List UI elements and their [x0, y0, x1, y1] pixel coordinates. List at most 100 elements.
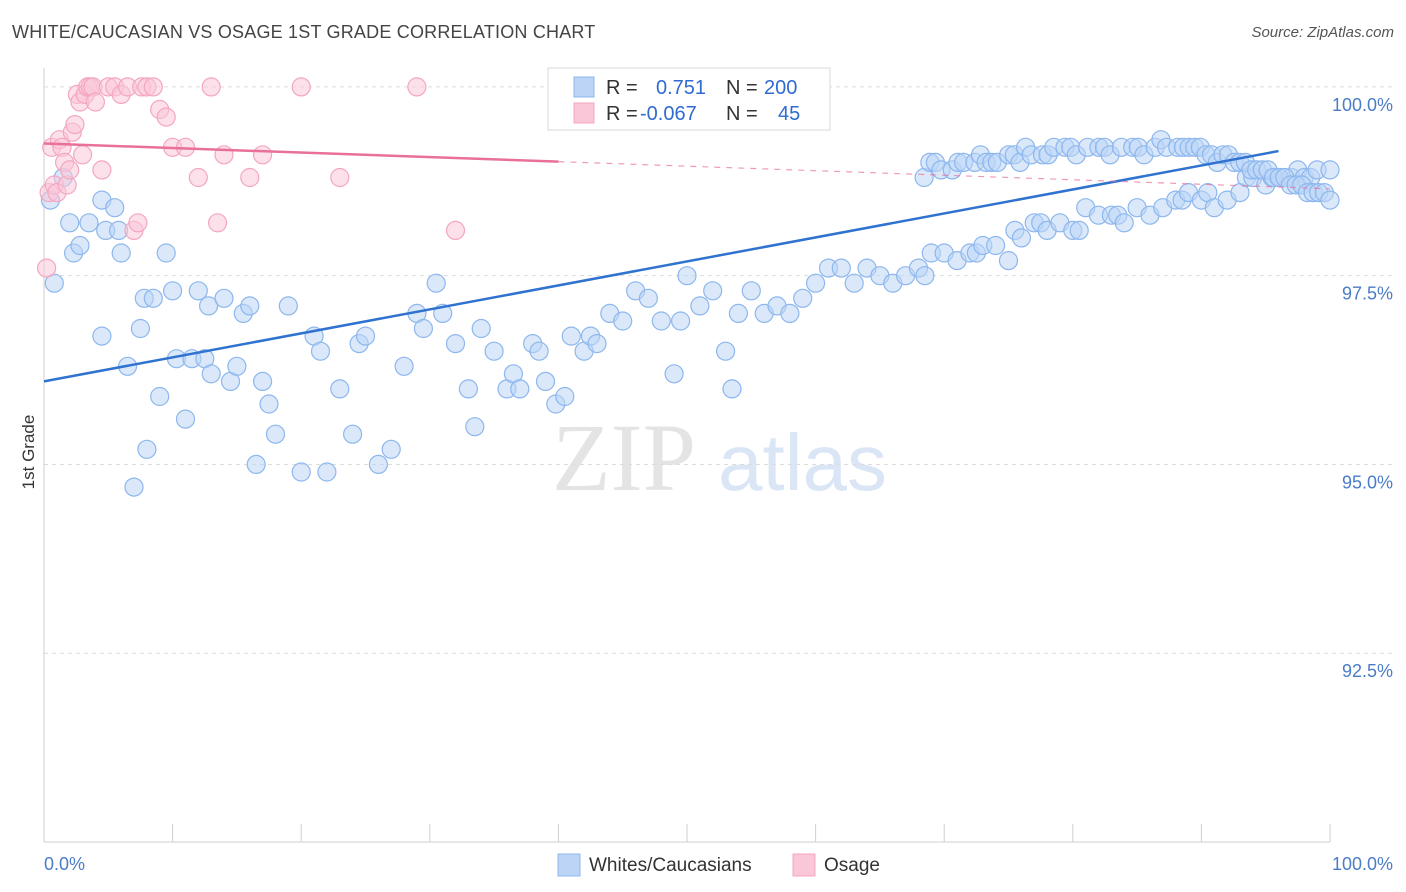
- bottom-legend: Whites/Caucasians Osage: [557, 853, 880, 877]
- point-osage-39: [253, 145, 273, 165]
- point-whites-21: [163, 281, 183, 301]
- point-osage-31: [156, 107, 176, 127]
- legend-r-label-whites: R =: [606, 77, 638, 99]
- point-whites-63: [529, 341, 549, 361]
- legend-n-label-whites: N =: [726, 77, 758, 99]
- point-whites-23: [175, 409, 196, 429]
- trend-line-dashed-osage: [558, 161, 1331, 190]
- point-whites-20: [156, 243, 176, 263]
- point-whites-49: [394, 356, 414, 376]
- chart-source: Source: ZipAtlas.com: [1251, 24, 1394, 41]
- legend-r-label-osage: R =: [606, 103, 638, 125]
- point-osage-19: [85, 92, 106, 112]
- point-whites-52: [426, 273, 446, 293]
- point-whites-72: [613, 311, 633, 331]
- point-whites-14: [124, 477, 144, 497]
- point-osage-29: [143, 77, 163, 97]
- point-osage-36: [208, 213, 228, 233]
- point-whites-10: [105, 198, 125, 218]
- y-tick-label-3: 92.5%: [1342, 661, 1393, 681]
- point-whites-5: [70, 235, 90, 256]
- point-osage-40: [291, 77, 311, 97]
- point-whites-42: [317, 462, 337, 482]
- y-tick-label-1: 97.5%: [1342, 284, 1393, 304]
- point-whites-98: [915, 266, 935, 286]
- point-whites-29: [214, 288, 234, 308]
- legend-n-label-osage: N =: [726, 103, 758, 125]
- point-osage-43: [445, 220, 466, 240]
- legend-n-value-whites: 200: [764, 77, 797, 99]
- point-whites-57: [471, 318, 491, 339]
- legend-r-value-whites: 0.751: [656, 77, 706, 99]
- legend-swatch-whites: [573, 76, 595, 98]
- point-whites-33: [240, 296, 260, 316]
- point-osage-35: [201, 77, 221, 97]
- axes: [43, 68, 1331, 843]
- point-whites-58: [484, 341, 504, 361]
- trend-line-osage: [43, 142, 559, 163]
- point-whites-82: [722, 379, 742, 399]
- point-whites-15: [130, 318, 150, 339]
- point-whites-92: [844, 273, 864, 293]
- point-whites-37: [265, 424, 286, 444]
- point-whites-35: [253, 371, 273, 391]
- point-whites-51: [413, 318, 433, 339]
- point-whites-3: [60, 213, 80, 233]
- point-osage-34: [188, 167, 208, 188]
- point-whites-83: [728, 303, 749, 323]
- point-whites-64: [535, 371, 556, 391]
- point-whites-108: [1011, 228, 1032, 248]
- point-whites-43: [330, 379, 350, 399]
- data-points: [36, 77, 1340, 497]
- legend-n-value-osage: 45: [778, 103, 800, 125]
- point-whites-54: [445, 334, 466, 354]
- bottom-legend-label-whites: Whites/Caucasians: [589, 855, 752, 876]
- point-whites-76: [664, 364, 684, 384]
- point-whites-31: [227, 356, 247, 376]
- point-whites-27: [199, 296, 219, 316]
- point-whites-203: [1320, 190, 1340, 210]
- point-osage-0: [36, 258, 57, 278]
- point-whites-84: [741, 281, 761, 301]
- watermark-atlas: atlas: [718, 418, 887, 507]
- point-whites-39: [291, 462, 311, 482]
- bottom-legend-label-osage: Osage: [824, 855, 880, 876]
- point-osage-20: [92, 160, 112, 180]
- point-whites-70: [587, 334, 607, 354]
- point-whites-19: [150, 386, 170, 407]
- point-whites-79: [690, 296, 710, 316]
- legend: R = 0.751 N = 200 R = -0.067 N = 45: [547, 67, 831, 131]
- y-tick-labels: 100.0% 97.5% 95.0% 92.5%: [1332, 95, 1393, 681]
- y-axis-label: 1st Grade: [19, 415, 38, 490]
- bottom-legend-swatch-whites: [557, 853, 581, 877]
- point-osage-14: [72, 145, 93, 165]
- point-whites-8: [92, 326, 112, 346]
- point-whites-114: [1069, 220, 1089, 240]
- point-whites-25: [188, 281, 208, 301]
- legend-box: [547, 67, 831, 131]
- point-whites-87: [780, 303, 800, 323]
- point-whites-28: [201, 364, 221, 384]
- point-whites-1: [44, 273, 64, 293]
- point-whites-38: [278, 296, 298, 316]
- point-whites-46: [355, 326, 376, 346]
- point-whites-44: [343, 424, 363, 444]
- point-whites-81: [715, 341, 736, 361]
- point-whites-74: [638, 288, 659, 308]
- point-whites-91: [831, 258, 851, 278]
- point-osage-26: [128, 213, 148, 233]
- point-whites-80: [703, 281, 723, 301]
- point-whites-12: [111, 243, 131, 263]
- bottom-legend-swatch-osage: [792, 853, 816, 877]
- y-tick-label-0: 100.0%: [1332, 95, 1393, 115]
- point-whites-106: [998, 251, 1019, 271]
- point-whites-88: [793, 288, 813, 308]
- point-whites-47: [368, 454, 388, 474]
- point-whites-17: [137, 439, 157, 459]
- point-whites-61: [510, 379, 530, 399]
- point-osage-41: [330, 167, 350, 188]
- point-osage-38: [240, 167, 260, 188]
- chart-title: WHITE/CAUCASIAN VS OSAGE 1ST GRADE CORRE…: [12, 22, 596, 42]
- x-tick-label-0: 0.0%: [44, 854, 85, 874]
